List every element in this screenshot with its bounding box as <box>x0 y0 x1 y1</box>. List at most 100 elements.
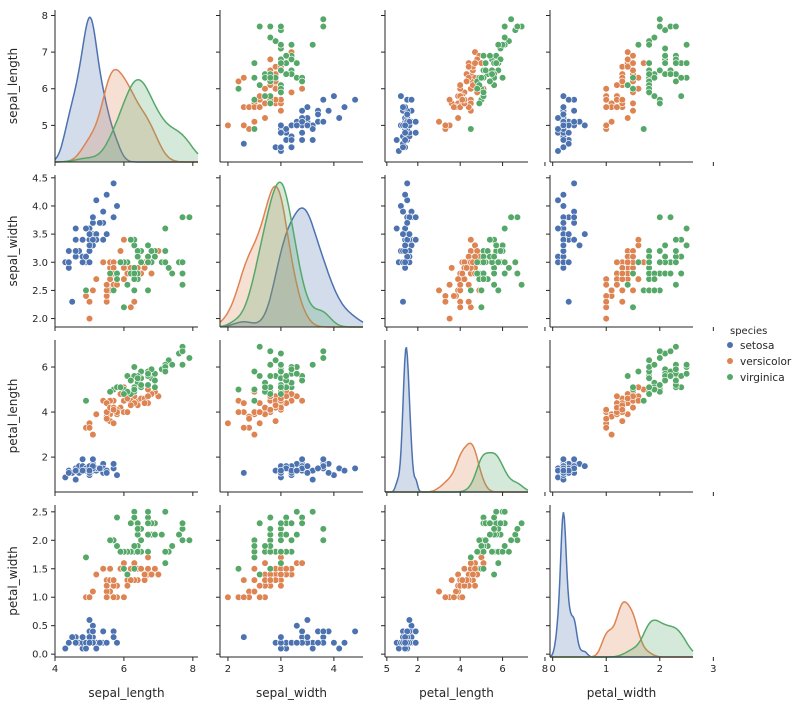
point-versicolor <box>465 298 473 306</box>
point-versicolor <box>629 66 637 74</box>
point-setosa <box>565 298 573 306</box>
y-tick-label: 6 <box>42 363 48 374</box>
point-virginica <box>256 343 264 351</box>
y-tick-label: 3.5 <box>32 230 48 241</box>
point-setosa <box>554 147 562 155</box>
point-setosa <box>351 627 359 636</box>
point-setosa <box>82 224 90 233</box>
point-setosa <box>401 191 409 199</box>
point-virginica <box>677 92 685 100</box>
point-virginica <box>507 15 515 23</box>
point-virginica <box>666 213 675 221</box>
x-tick-label: 5 <box>384 664 390 675</box>
point-versicolor <box>250 587 258 596</box>
point-virginica <box>134 548 142 556</box>
point-versicolor <box>613 281 621 289</box>
point-setosa <box>570 107 578 115</box>
point-virginica <box>134 374 142 382</box>
point-virginica <box>517 519 526 527</box>
point-setosa <box>565 140 573 148</box>
y-tick-label: 2.5 <box>32 507 48 518</box>
point-virginica <box>250 397 258 405</box>
point-versicolor <box>127 401 135 409</box>
point-virginica <box>144 286 152 295</box>
point-virginica <box>492 241 500 249</box>
point-setosa <box>565 258 573 266</box>
point-setosa <box>412 129 420 137</box>
point-versicolor <box>602 298 610 306</box>
point-virginica <box>287 55 296 64</box>
x-tick-label: 4 <box>52 664 58 675</box>
x-tick-label: 4 <box>331 664 337 675</box>
point-versicolor <box>256 593 264 601</box>
point-virginica <box>277 361 285 369</box>
point-virginica <box>661 52 669 60</box>
point-virginica <box>513 22 522 31</box>
x-tick-label: 3 <box>710 664 716 675</box>
point-virginica <box>147 247 156 255</box>
point-virginica <box>120 565 128 573</box>
point-virginica <box>473 548 481 556</box>
point-versicolor <box>624 63 632 71</box>
point-virginica <box>629 269 637 278</box>
point-virginica <box>661 59 669 67</box>
panel-sepal_width-vs-petal_width <box>546 175 714 331</box>
point-virginica <box>490 253 498 261</box>
point-virginica <box>640 125 648 133</box>
point-versicolor <box>450 103 458 111</box>
point-setosa <box>78 236 87 244</box>
point-virginica <box>661 26 669 34</box>
point-virginica <box>161 258 169 266</box>
point-versicolor <box>130 298 138 306</box>
point-virginica <box>634 41 643 49</box>
point-virginica <box>82 286 90 295</box>
point-setosa <box>401 129 409 137</box>
point-versicolor <box>448 264 456 272</box>
point-versicolor <box>147 570 156 579</box>
point-setosa <box>92 196 100 204</box>
point-virginica <box>178 361 187 369</box>
point-virginica <box>130 565 138 573</box>
point-setosa <box>401 121 409 129</box>
point-setosa <box>319 627 327 636</box>
point-setosa <box>303 469 312 477</box>
point-versicolor <box>99 565 107 573</box>
point-versicolor <box>458 593 466 601</box>
point-setosa <box>99 208 107 216</box>
y-axis-label-sepal_length: sepal_length <box>6 48 20 124</box>
point-virginica <box>266 74 274 82</box>
point-setosa <box>314 464 322 473</box>
point-virginica <box>234 565 243 573</box>
point-versicolor <box>458 96 466 104</box>
point-versicolor <box>441 593 450 601</box>
point-virginica <box>494 258 502 266</box>
point-setosa <box>298 129 306 137</box>
legend: species setosa versicolor virginica <box>727 326 792 384</box>
point-virginica <box>666 269 675 278</box>
point-versicolor <box>624 55 632 64</box>
y-axis-label-sepal_width: sepal_width <box>6 215 20 286</box>
point-versicolor <box>441 121 450 129</box>
point-setosa <box>85 639 94 647</box>
point-virginica <box>479 548 488 556</box>
point-versicolor <box>250 576 258 584</box>
point-virginica <box>266 99 274 107</box>
legend-label-versicolor: versicolor <box>740 356 792 368</box>
point-virginica <box>272 37 280 45</box>
point-virginica <box>488 548 496 556</box>
y-tick-label: 8 <box>42 11 48 22</box>
point-versicolor <box>261 559 269 567</box>
point-versicolor <box>618 269 626 278</box>
point-virginica <box>144 530 152 539</box>
panel-sepal_length-vs-petal_length <box>381 10 546 166</box>
point-virginica <box>185 536 193 544</box>
y-tick-label: 0.5 <box>32 621 48 632</box>
point-setosa <box>570 179 578 187</box>
point-virginica <box>634 258 643 266</box>
point-virginica <box>161 559 169 567</box>
point-setosa <box>298 107 306 115</box>
point-virginica <box>656 258 664 266</box>
point-versicolor <box>147 269 156 278</box>
point-setosa <box>99 236 107 244</box>
point-versicolor <box>92 275 100 283</box>
